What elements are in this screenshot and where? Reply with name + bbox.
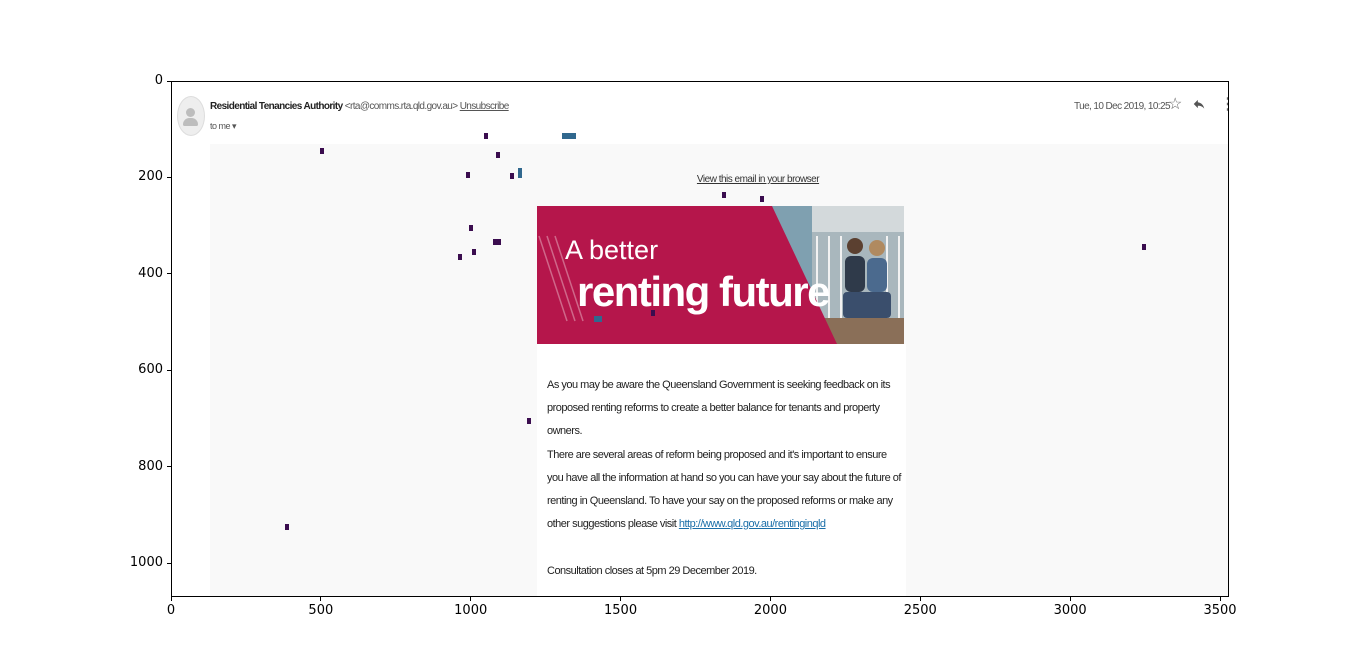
recipient-label: to me xyxy=(210,121,231,131)
email-body: View this email in your browser xyxy=(210,144,1228,596)
x-tick-label: 2500 xyxy=(903,603,937,618)
paragraph-2: There are several areas of reform being … xyxy=(547,444,902,536)
sender-line: Residential Tenancies Authority <rta@com… xyxy=(210,101,509,112)
x-tick-mark xyxy=(470,597,472,601)
y-tick-mark xyxy=(167,273,171,275)
email-content: As you may be aware the Queensland Gover… xyxy=(537,344,906,596)
x-tick-label: 3500 xyxy=(1203,603,1237,618)
x-tick-label: 1500 xyxy=(604,603,638,618)
recipient-line[interactable]: to me ▾ xyxy=(210,121,237,132)
renting-reforms-link[interactable]: http://www.qld.gov.au/rentinginqld xyxy=(678,518,826,530)
reply-icon[interactable] xyxy=(1192,97,1206,115)
y-tick-label: 200 xyxy=(138,169,163,185)
x-tick-mark xyxy=(919,597,921,601)
y-tick-label: 800 xyxy=(138,458,163,474)
y-tick-mark xyxy=(167,562,171,564)
x-tick-mark xyxy=(620,597,622,601)
y-tick-label: 400 xyxy=(138,265,163,281)
y-tick-mark xyxy=(167,80,171,82)
more-vert-icon[interactable]: ⋮ xyxy=(1220,97,1228,113)
x-tick-mark xyxy=(769,597,771,601)
x-tick-mark xyxy=(1069,597,1071,601)
email-date: Tue, 10 Dec 2019, 10:25 xyxy=(1074,101,1171,112)
paragraph-3: Consultation closes at 5pm 29 December 2… xyxy=(547,565,757,577)
unsubscribe-link[interactable]: Unsubscribe xyxy=(459,101,510,112)
star-icon[interactable]: ☆ xyxy=(1168,96,1183,113)
chevron-down-icon[interactable]: ▾ xyxy=(232,121,237,131)
x-tick-mark xyxy=(1219,597,1221,601)
sender-name[interactable]: Residential Tenancies Authority xyxy=(210,101,343,112)
x-tick-label: 3000 xyxy=(1053,603,1087,618)
banner-line-2: renting future xyxy=(577,268,829,315)
banner-graphic: A better renting future xyxy=(537,206,904,344)
y-tick-mark xyxy=(167,176,171,178)
paragraph-2-text: There are several areas of reform being … xyxy=(547,449,901,530)
email-screenshot-frame: Residential Tenancies Authority <rta@com… xyxy=(171,81,1229,597)
view-in-browser-link[interactable]: View this email in your browser xyxy=(696,174,820,185)
sender-email: <rta@comms.rta.qld.gov.au> xyxy=(344,101,458,112)
x-tick-mark xyxy=(170,597,172,601)
x-tick-label: 2000 xyxy=(753,603,787,618)
y-tick-mark xyxy=(167,466,171,468)
avatar-icon xyxy=(177,96,205,136)
y-tick-label: 600 xyxy=(138,362,163,378)
y-tick-label: 1000 xyxy=(129,555,163,571)
x-tick-label: 500 xyxy=(308,603,334,618)
banner-line-1: A better xyxy=(565,235,658,265)
y-tick-mark xyxy=(167,369,171,371)
x-tick-label: 0 xyxy=(166,603,176,618)
x-tick-mark xyxy=(320,597,322,601)
x-tick-label: 1000 xyxy=(454,603,488,618)
paragraph-1: As you may be aware the Queensland Gover… xyxy=(547,379,891,437)
hero-banner: A better renting future xyxy=(537,206,904,344)
y-tick-label: 0 xyxy=(154,73,163,88)
